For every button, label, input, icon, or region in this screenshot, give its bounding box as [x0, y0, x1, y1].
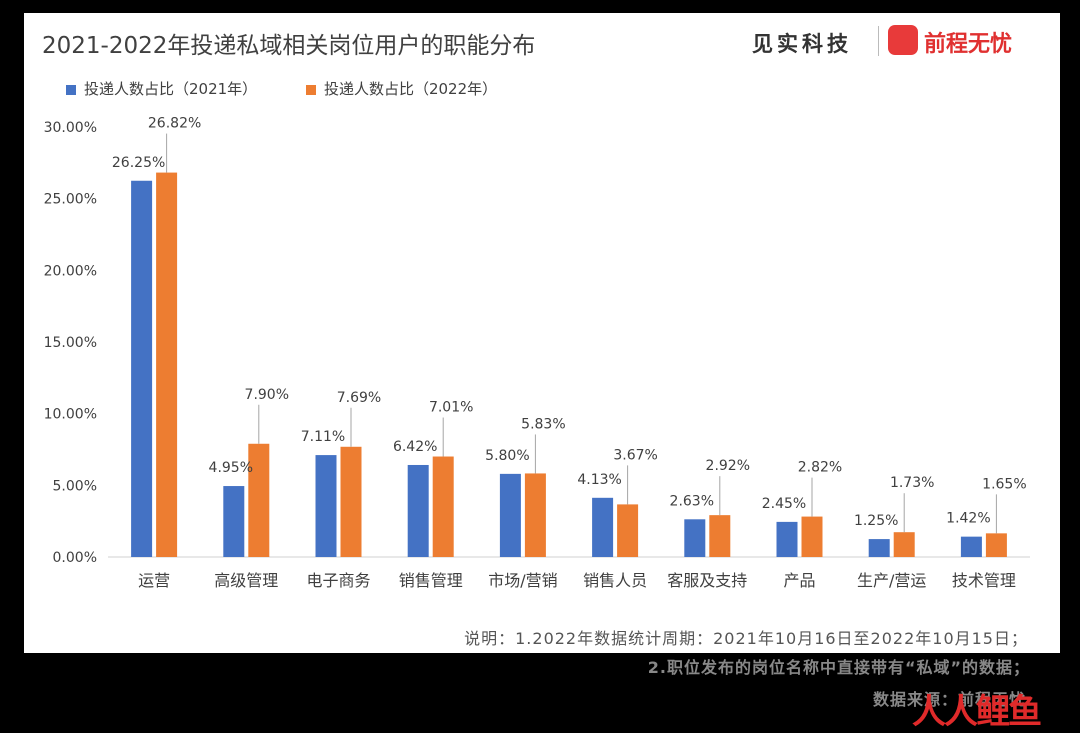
data-label-2022: 5.83% [521, 416, 565, 432]
brand-logo-icon [888, 25, 918, 55]
x-tick-label: 客服及支持 [667, 571, 747, 590]
bar-2021 [684, 519, 706, 557]
bar-2022 [248, 443, 270, 557]
y-tick-label: 5.00% [53, 478, 97, 494]
chart-title: 2021-2022年投递私域相关岗位用户的职能分布 [42, 33, 536, 59]
bar-2021 [776, 521, 798, 557]
bar-2021 [868, 539, 890, 557]
data-label-2022: 7.90% [245, 387, 289, 403]
bar-2022 [985, 533, 1007, 557]
data-label-2021: 7.11% [301, 429, 345, 445]
legend-label-2022: 投递人数占比（2022年） [323, 80, 498, 98]
data-label-2021: 4.13% [577, 472, 621, 488]
bar-2022 [432, 456, 454, 557]
bar-2022 [617, 504, 639, 557]
x-tick-label: 运营 [138, 571, 170, 590]
data-label-2022: 7.01% [429, 400, 473, 416]
x-tick-label: 电子商务 [306, 571, 370, 590]
x-tick-label: 技术管理 [952, 571, 1016, 590]
x-tick-label: 销售人员 [583, 571, 647, 590]
data-label-2022: 1.73% [890, 475, 934, 491]
y-tick-label: 20.00% [44, 263, 97, 279]
note-line-2: 2.职位发布的岗位名称中直接带有“私域”的数据； [647, 658, 1030, 677]
data-label-2021: 26.25% [112, 155, 165, 171]
legend-item-2022: 投递人数占比（2022年） [305, 78, 498, 99]
data-label-2022: 2.82% [798, 460, 842, 476]
data-label-2021: 6.42% [393, 439, 437, 455]
bar-2022 [801, 516, 823, 557]
data-label-2022: 7.69% [337, 390, 381, 406]
y-tick-label: 10.00% [44, 407, 97, 423]
bar-2021 [315, 455, 337, 557]
data-label-2021: 2.45% [762, 496, 806, 512]
legend-label-2021: 投递人数占比（2021年） [84, 80, 258, 98]
bar-2021 [223, 486, 245, 557]
brand-divider [878, 26, 879, 56]
legend-swatch-2022 [305, 84, 316, 95]
chart-legend: 投递人数占比（2021年） 投递人数占比（2022年） [66, 78, 541, 99]
bar-2022 [893, 532, 915, 557]
bar-2021 [499, 473, 521, 557]
legend-item-2021: 投递人数占比（2021年） [66, 78, 257, 99]
data-label-2022: 1.65% [982, 476, 1026, 492]
bar-2022 [524, 473, 546, 557]
brand-51job: 前程无忧 [924, 32, 1013, 57]
bar-2022 [709, 515, 731, 557]
data-label-2021: 1.25% [854, 513, 898, 529]
x-tick-label: 生产/营运 [857, 571, 926, 590]
x-tick-label: 高级管理 [214, 571, 278, 590]
bar-2022 [156, 172, 178, 557]
data-label-2021: 2.63% [670, 493, 714, 509]
y-tick-label: 25.00% [44, 192, 97, 208]
data-label-2022: 2.92% [706, 458, 750, 474]
bar-2021 [407, 464, 429, 557]
data-source: 数据来源：前程无忧 [872, 690, 1026, 709]
x-tick-label: 产品 [783, 571, 815, 590]
data-label-2021: 4.95% [209, 460, 253, 476]
bar-2021 [131, 180, 153, 557]
data-label-2021: 1.42% [946, 511, 990, 527]
x-tick-label: 销售管理 [399, 571, 463, 590]
watermark-logo: 人人鲤鱼 [912, 692, 1042, 732]
brand-jianshi: 见实科技 [752, 32, 852, 56]
y-tick-label: 0.00% [53, 550, 97, 566]
data-label-2022: 26.82% [148, 116, 201, 132]
legend-swatch-2021 [66, 84, 76, 95]
bar-2022 [340, 446, 362, 557]
data-label-2021: 5.80% [485, 448, 529, 464]
note-line-1: 说明：1.2022年数据统计周期：2021年10月16日至2022年10月15日… [464, 629, 1028, 648]
data-label-2022: 3.67% [613, 447, 657, 463]
y-tick-label: 15.00% [44, 335, 97, 351]
x-tick-label: 市场/营销 [488, 571, 557, 590]
y-tick-label: 30.00% [44, 120, 97, 136]
bar-2021 [592, 497, 614, 557]
bar-2021 [960, 536, 982, 557]
